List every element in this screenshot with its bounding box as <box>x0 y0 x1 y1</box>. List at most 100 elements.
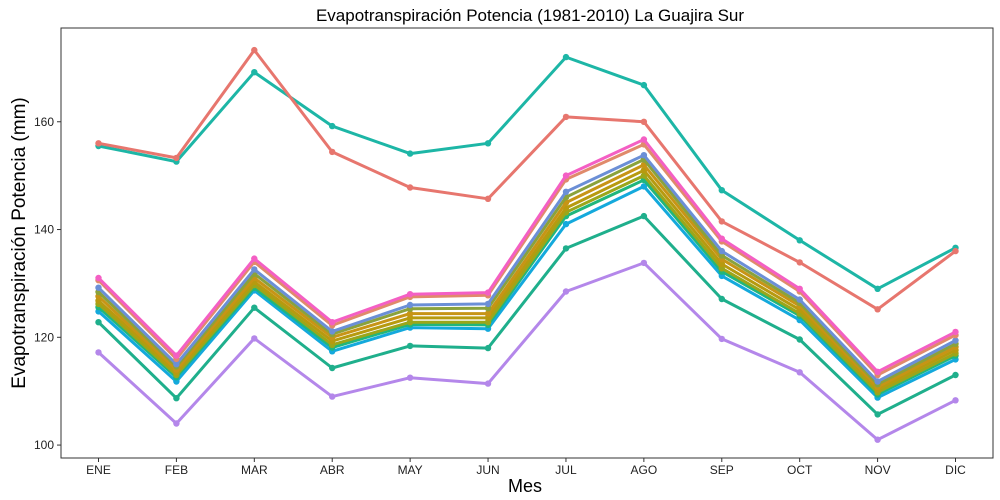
series-1 <box>95 46 959 313</box>
x-tick-label: ENE <box>86 463 111 477</box>
x-axis-title: Mes <box>508 476 542 496</box>
series-line <box>97 138 957 374</box>
data-point <box>251 266 258 273</box>
data-point <box>874 285 881 292</box>
data-point <box>718 295 725 303</box>
data-point <box>484 300 492 308</box>
chart-title: Evapotranspiración Potencia (1981-2010) … <box>316 6 744 25</box>
data-point <box>95 349 102 356</box>
data-point <box>329 122 336 130</box>
data-point <box>484 380 492 387</box>
data-point <box>484 344 492 352</box>
x-tick-label: SEP <box>710 463 734 477</box>
series-line <box>97 178 957 396</box>
data-point <box>484 195 492 202</box>
data-point <box>406 301 414 309</box>
data-point <box>952 247 959 255</box>
data-point <box>329 148 336 156</box>
data-point <box>796 285 803 292</box>
series-line <box>97 174 957 394</box>
data-point <box>95 319 102 326</box>
data-point <box>718 335 725 343</box>
x-tick-label: AGO <box>631 463 658 477</box>
data-point <box>952 397 959 404</box>
data-point <box>329 328 336 335</box>
x-tick-label: OCT <box>787 463 813 477</box>
data-point <box>251 335 258 342</box>
data-point <box>484 140 492 147</box>
x-tick-label: MAR <box>241 463 268 477</box>
data-point <box>640 136 648 143</box>
data-point <box>95 140 102 147</box>
y-axis: 100 120 140 160 <box>34 115 61 452</box>
x-tick-label: JUL <box>555 463 577 477</box>
data-point <box>329 364 336 372</box>
data-point <box>796 336 803 343</box>
data-point <box>718 260 725 268</box>
series-9 <box>95 172 959 396</box>
data-point <box>562 113 570 121</box>
data-point <box>718 187 725 194</box>
data-point <box>562 245 570 252</box>
data-point <box>251 69 258 76</box>
y-tick-label: 100 <box>34 438 54 452</box>
series-12 <box>95 212 959 418</box>
data-point <box>562 53 570 61</box>
data-point <box>329 319 336 326</box>
series-layer <box>95 46 959 443</box>
y-tick-label: 120 <box>34 330 54 344</box>
data-point <box>173 420 180 427</box>
data-point <box>640 212 648 220</box>
x-tick-label: NOV <box>865 463 891 477</box>
data-point <box>796 296 803 303</box>
x-tick-label: MAY <box>398 463 423 477</box>
series-line <box>97 48 957 311</box>
series-13 <box>95 259 959 443</box>
series-line <box>97 55 957 291</box>
series-10 <box>95 176 959 398</box>
x-tick-label: ABR <box>320 463 345 477</box>
data-point <box>952 328 959 336</box>
data-point <box>173 352 180 359</box>
data-point <box>251 46 258 54</box>
x-tick-label: DIC <box>945 463 966 477</box>
data-point <box>562 188 570 195</box>
series-line <box>97 153 957 383</box>
data-point <box>173 395 180 402</box>
series-5 <box>95 152 959 385</box>
data-point <box>406 342 414 350</box>
data-point <box>718 235 725 242</box>
data-point <box>251 304 258 311</box>
data-point <box>718 247 725 255</box>
data-point <box>640 152 648 159</box>
series-line <box>97 158 957 386</box>
x-tick-label: FEB <box>165 463 188 477</box>
data-point <box>484 310 492 317</box>
series-line <box>97 168 957 392</box>
data-point <box>718 218 725 225</box>
data-point <box>562 220 570 228</box>
data-point <box>562 172 570 179</box>
series-line <box>97 214 957 416</box>
series-line <box>97 184 957 400</box>
data-point <box>640 259 648 267</box>
data-point <box>95 274 102 282</box>
y-tick-label: 140 <box>34 223 54 237</box>
data-point <box>173 154 180 162</box>
data-point <box>406 374 414 381</box>
data-point <box>874 436 881 443</box>
x-axis: ENE FEB MAR ABR MAY JUN JUL AGO SEP OCT NOV DIC <box>86 458 966 477</box>
series-3 <box>95 136 959 375</box>
data-point <box>406 150 414 157</box>
data-point <box>640 81 648 89</box>
data-point <box>251 255 258 262</box>
data-point <box>562 288 570 295</box>
y-tick-label: 160 <box>34 115 54 129</box>
data-point <box>874 411 881 418</box>
data-point <box>406 310 414 317</box>
data-point <box>329 393 336 400</box>
series-line <box>97 261 957 442</box>
data-point <box>796 369 803 376</box>
data-point <box>796 259 803 266</box>
